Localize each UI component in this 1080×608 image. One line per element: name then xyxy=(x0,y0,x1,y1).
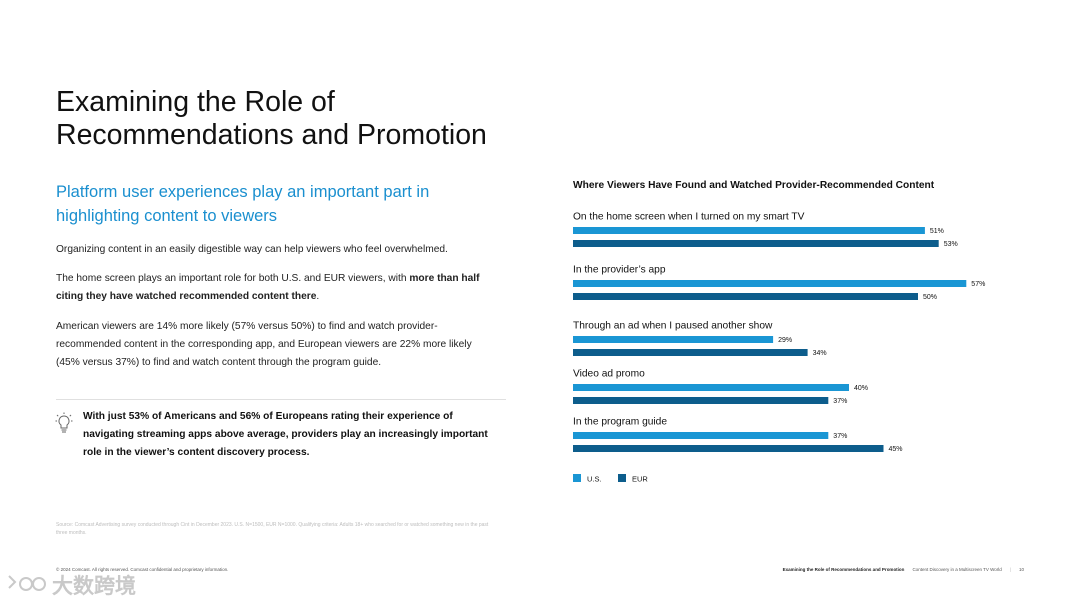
category-label: In the program guide xyxy=(573,417,667,428)
footer-separator: | xyxy=(1009,567,1011,572)
data-label: 53% xyxy=(944,241,958,248)
data-label: 50% xyxy=(923,294,937,301)
legend-label: EUR xyxy=(632,475,648,484)
bar-eur xyxy=(573,445,884,452)
data-label: 57% xyxy=(971,281,985,288)
paragraph-organizing: Organizing content in an easily digestib… xyxy=(56,244,448,255)
category-label: Through an ad when I paused another show xyxy=(573,321,773,332)
bar-us xyxy=(573,432,829,439)
divider xyxy=(56,399,506,400)
section-subtitle: Platform user experiences play an import… xyxy=(56,183,430,225)
data-label: 29% xyxy=(778,337,792,344)
footer-copyright: © 2024 Comcast. All rights reserved. Com… xyxy=(56,567,229,572)
paragraph-home-screen-pre: The home screen plays an important role … xyxy=(56,273,410,284)
bar-eur xyxy=(573,293,918,300)
footer-section: Examining the Role of Recommendations an… xyxy=(782,567,905,572)
bar-us xyxy=(573,384,849,391)
bar-us xyxy=(573,227,925,234)
watermark-logo-icon xyxy=(8,575,46,591)
data-label: 45% xyxy=(889,446,903,453)
data-label: 37% xyxy=(833,398,847,405)
chart-title: Where Viewers Have Found and Watched Pro… xyxy=(573,180,935,191)
bar-eur xyxy=(573,240,939,247)
legend-swatch-eur xyxy=(618,474,626,482)
bar-us xyxy=(573,280,967,287)
data-label: 51% xyxy=(930,228,944,235)
lightbulb-icon xyxy=(55,412,73,433)
bar-eur xyxy=(573,397,829,404)
category-label: On the home screen when I turned on my s… xyxy=(573,212,805,223)
legend-label: U.S. xyxy=(587,475,602,484)
data-label: 37% xyxy=(833,433,847,440)
data-label: 34% xyxy=(813,350,827,357)
paragraph-home-screen: The home screen plays an important role … xyxy=(56,270,496,306)
category-label: In the provider’s app xyxy=(573,265,666,276)
callout-text: With just 53% of Americans and 56% of Eu… xyxy=(83,411,488,458)
paragraph-home-screen-bold: more than half citing they have watched … xyxy=(56,273,480,302)
page-title: Examining the Role of Recommendations an… xyxy=(56,86,487,151)
footer-report: Content Discovery in a Multiscreen TV Wo… xyxy=(912,567,1002,572)
data-label: 40% xyxy=(854,385,868,392)
paragraph-american-viewers: American viewers are 14% more likely (57… xyxy=(56,321,472,368)
watermark-text: 大数跨境 xyxy=(52,575,136,598)
footer-nav: Examining the Role of Recommendations an… xyxy=(783,567,1024,572)
legend-swatch-us xyxy=(573,474,581,482)
paragraph-home-screen-post: . xyxy=(316,291,320,302)
bar-eur xyxy=(573,349,808,356)
bar-chart: On the home screen when I turned on my s… xyxy=(573,212,985,484)
footer-page-number: 10 xyxy=(1018,567,1024,572)
watermark: 大数跨境 xyxy=(6,570,136,600)
category-label: Video ad promo xyxy=(573,369,645,380)
bar-us xyxy=(573,336,774,343)
source-note: Source: Comcast Advertising survey condu… xyxy=(56,522,489,536)
